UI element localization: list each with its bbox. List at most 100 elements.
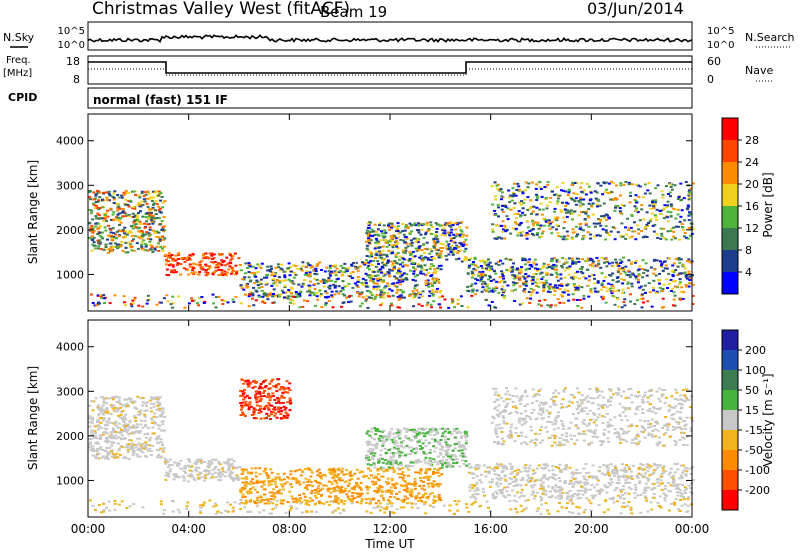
echo-cell-276: [159, 447, 163, 450]
echo-cell-1519: [427, 258, 430, 261]
echo-cell-1648: [488, 466, 492, 469]
echo-cell-2137: [657, 279, 661, 282]
echo-cell-1777: [596, 281, 600, 284]
echo-cell-1624: [452, 428, 456, 430]
echo-cell-670: [430, 491, 434, 494]
echo-cell-2589: [566, 234, 570, 237]
echo-cell-1216: [241, 493, 245, 496]
echo-cell-1607: [447, 462, 451, 465]
echo-cell-1741: [484, 274, 488, 277]
echo-cell-2534: [595, 191, 599, 194]
echo-cell-1125: [385, 491, 389, 493]
echo-cell-1458: [392, 432, 396, 435]
echo-cell-667: [267, 484, 271, 487]
echo-cell-917: [247, 271, 251, 273]
echo-cell-1306: [394, 255, 398, 258]
echo-cell-1642: [496, 260, 500, 263]
echo-cell-175: [103, 226, 107, 229]
echo-cell-159: [101, 396, 105, 399]
echo-cell-627: [201, 266, 205, 269]
echo-cell-2133: [488, 267, 492, 270]
echo-cell-2652: [503, 237, 507, 240]
echo-cell-2700: [680, 198, 684, 201]
echo-cell-66: [143, 413, 147, 416]
echo-cell-1793: [563, 269, 567, 272]
echo-cell-951: [390, 502, 394, 505]
echo-cell-1901: [529, 287, 533, 290]
echo-cell-1516: [426, 462, 430, 465]
echo-cell-1715: [527, 467, 531, 470]
echo-cell-1367: [439, 439, 443, 441]
echo-cell-1818: [689, 487, 693, 490]
echo-cell-1681: [582, 475, 586, 478]
echo-cell-1449: [449, 457, 453, 460]
echo-cell-2683: [648, 204, 652, 207]
echo-cell-979: [360, 281, 364, 284]
echo-cell-3075: [331, 306, 335, 309]
echo-cell-2892: [411, 293, 415, 296]
echo-cell-615: [217, 460, 221, 463]
echo-cell-1915: [501, 285, 505, 288]
echo-cell-2816: [665, 206, 669, 209]
echo-cell-1006: [255, 290, 259, 293]
echo-cell-511: [235, 474, 239, 477]
echo-cell-1711: [547, 485, 551, 488]
echo-cell-1705: [477, 464, 481, 467]
echo-cell-372: [98, 434, 102, 437]
echo-cell-755: [392, 484, 396, 487]
echo-cell-1592: [391, 250, 395, 253]
echo-cell-2152: [508, 258, 512, 261]
echo-cell-877: [343, 262, 347, 265]
echo-cell-415: [98, 231, 102, 234]
echo-cell-304: [159, 415, 163, 418]
echo-cell-1960: [570, 257, 574, 260]
echo-cell-1017: [260, 262, 264, 265]
echo-cell-2459: [535, 199, 539, 201]
echo-cell-577: [164, 474, 168, 477]
echo-cell-422: [158, 407, 162, 410]
echo-cell-1891: [510, 290, 514, 293]
echo-cell-1280: [414, 430, 418, 433]
echo-cell-3057: [426, 301, 430, 304]
echo-cell-1958: [535, 282, 539, 285]
echo-cell-227: [138, 223, 142, 225]
echo-cell-2621: [526, 233, 530, 236]
echo-cell-3043: [165, 294, 169, 297]
echo-cell-246: [94, 204, 98, 207]
echo-cell-549: [203, 460, 206, 463]
echo-cell-384: [157, 427, 161, 430]
echo-cell-2134: [544, 271, 548, 274]
echo-cell-421: [132, 190, 136, 193]
echo-cell-1188: [280, 263, 284, 266]
echo-cell-1868: [586, 257, 590, 260]
echo-cell-149: [132, 238, 136, 241]
echo-cell-190: [96, 200, 100, 203]
echo-cell-519: [164, 263, 168, 266]
echo-cell-3048: [171, 306, 174, 309]
echo-cell-1779: [689, 472, 693, 475]
echo-cell-767: [333, 284, 337, 287]
echo-cell-2737: [514, 227, 518, 230]
echo-cell-307: [149, 450, 153, 453]
echo-cell-1195: [422, 476, 426, 479]
echo-cell-1478: [377, 460, 381, 463]
echo-cell-431: [114, 431, 118, 433]
echo-cell-388: [148, 234, 152, 237]
echo-cell-2486: [609, 198, 613, 201]
echo-cell-607: [167, 252, 171, 255]
echo-cell-629: [235, 270, 239, 273]
echo-cell-2226: [560, 266, 564, 269]
echo-cell-409: [163, 457, 167, 460]
echo-cell-97: [102, 455, 106, 458]
echo-cell-127: [104, 191, 108, 194]
echo-cell-2108: [478, 271, 482, 274]
echo-cell-1191: [301, 261, 305, 264]
echo-cell-394: [134, 223, 138, 226]
echo-cell-1593: [397, 236, 401, 239]
echo-cell-476: [178, 476, 181, 479]
echo-cell-208: [91, 409, 95, 412]
echo-cell-902: [257, 264, 261, 267]
echo-cell-1044: [294, 478, 298, 481]
echo-cell-83: [144, 191, 148, 194]
echo-cell-2801: [685, 207, 689, 210]
